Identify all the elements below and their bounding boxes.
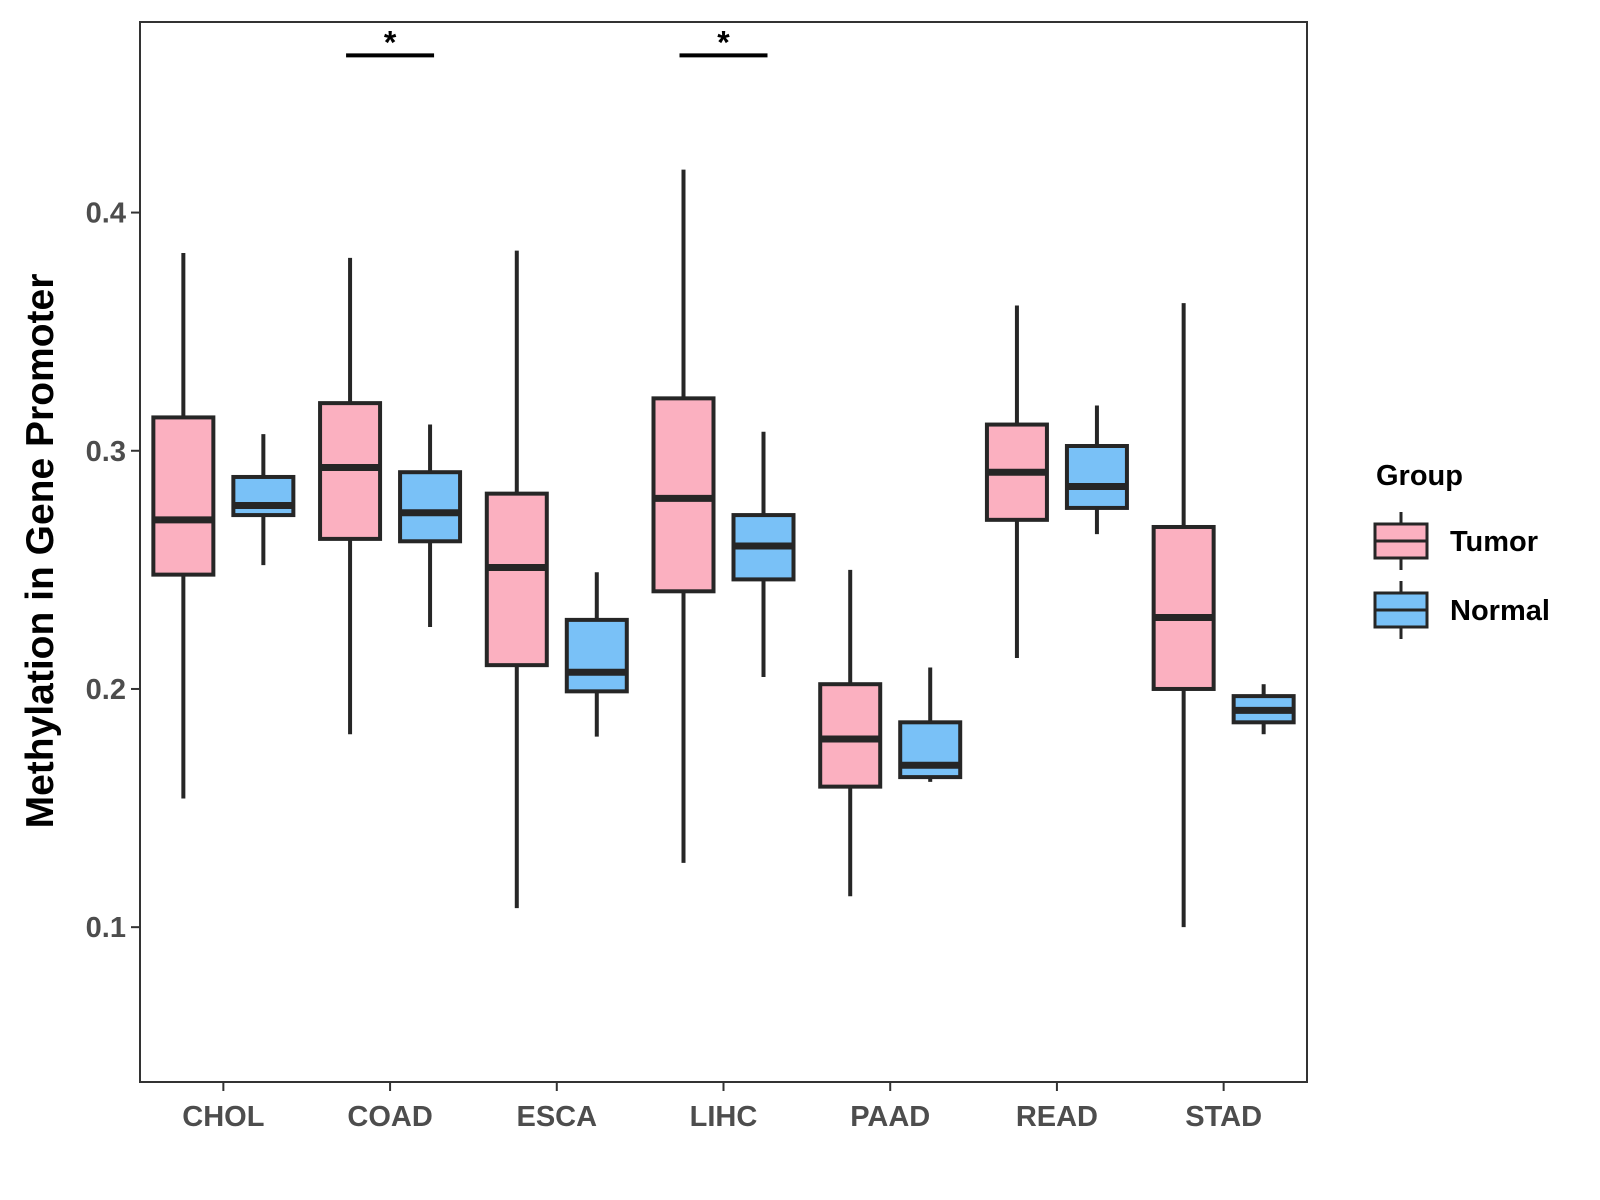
- iqr-box: [151, 415, 216, 577]
- box-tumor-read: [984, 305, 1049, 658]
- box-normal-stad: [1231, 684, 1296, 735]
- y-axis-title: Methylation in Gene Promoter: [19, 274, 62, 829]
- x-tick-label: STAD: [1185, 1101, 1262, 1133]
- y-tick-label: 0.2: [86, 674, 126, 706]
- iqr-box: [898, 720, 963, 780]
- box-normal-read: [1064, 405, 1129, 535]
- x-tick-label: LIHC: [690, 1101, 758, 1133]
- box-normal-lihc: [731, 431, 796, 678]
- y-tick-label: 0.4: [86, 198, 126, 230]
- series-tumor: [151, 169, 1216, 928]
- iqr-box: [1064, 444, 1129, 510]
- box-series: [151, 169, 1296, 928]
- significance-annotations: * *: [346, 24, 768, 60]
- x-tick-label: COAD: [347, 1101, 432, 1133]
- y-axis: 0.1 0.2 0.3 0.4: [86, 198, 140, 944]
- legend-item-normal: Normal: [1373, 581, 1550, 639]
- legend-item-tumor: Tumor: [1373, 512, 1538, 570]
- box-tumor-esca: [484, 250, 549, 909]
- box-tumor-stad: [1151, 303, 1216, 928]
- iqr-box: [651, 396, 716, 594]
- box-tumor-coad: [318, 257, 383, 735]
- legend: Group Tumor Normal: [1373, 460, 1550, 639]
- iqr-box: [318, 401, 383, 541]
- iqr-box: [1151, 524, 1216, 691]
- x-tick-label: CHOL: [182, 1101, 264, 1133]
- box-tumor-chol: [151, 253, 216, 799]
- plot-panel: [139, 21, 1308, 1083]
- box-normal-esca: [564, 572, 629, 737]
- iqr-box: [484, 491, 549, 668]
- y-tick-label: 0.1: [86, 912, 126, 944]
- box-normal-chol: [231, 434, 296, 566]
- significance-star: *: [384, 24, 397, 60]
- y-tick-label: 0.3: [86, 436, 126, 468]
- iqr-box: [818, 682, 883, 789]
- box-normal-paad: [898, 667, 963, 782]
- legend-item-label: Tumor: [1450, 526, 1538, 558]
- iqr-box: [231, 474, 296, 518]
- significance-coad: *: [346, 24, 435, 60]
- iqr-box: [398, 470, 463, 544]
- significance-lihc: *: [679, 24, 768, 60]
- x-tick-label: ESCA: [516, 1101, 597, 1133]
- box-tumor-paad: [818, 569, 883, 897]
- legend-title: Group: [1376, 460, 1463, 492]
- series-normal: [231, 405, 1296, 782]
- x-axis: CHOL COAD ESCA LIHC PAAD READ STAD: [182, 1082, 1262, 1133]
- iqr-box: [564, 617, 629, 694]
- x-tick-label: READ: [1016, 1101, 1098, 1133]
- significance-star: *: [717, 24, 730, 60]
- box-tumor-lihc: [651, 169, 716, 863]
- box-normal-coad: [398, 424, 463, 628]
- legend-item-label: Normal: [1450, 595, 1550, 627]
- x-tick-label: PAAD: [850, 1101, 930, 1133]
